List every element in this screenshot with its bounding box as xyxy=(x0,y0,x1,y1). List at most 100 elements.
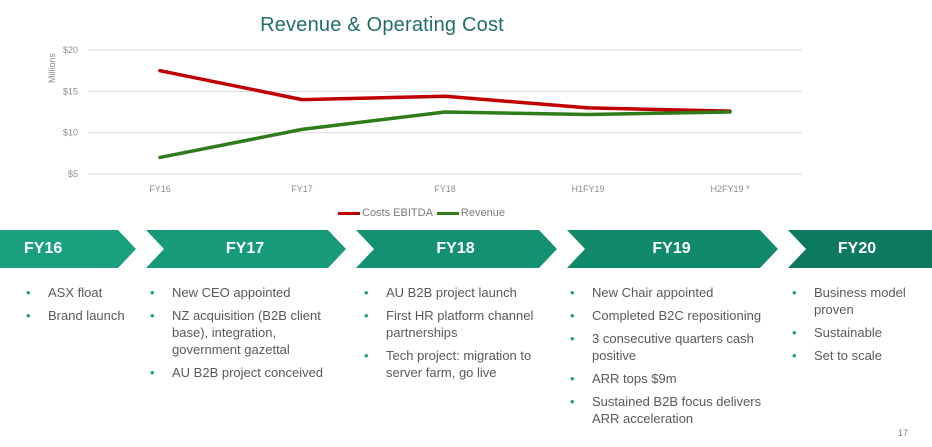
legend-swatch-costs xyxy=(338,211,360,215)
chevron-label-fy19: FY19 xyxy=(652,240,691,257)
chevron-shape xyxy=(0,230,136,268)
list-item: • NZ acquisition (B2B client base), integ… xyxy=(150,307,340,358)
list-item-text: Completed B2C repositioning xyxy=(592,308,762,323)
x-tick-label: H2FY19 * xyxy=(710,184,750,194)
chevron-shape xyxy=(567,230,778,268)
data-point-costs xyxy=(158,69,162,72)
bullet-icon: • xyxy=(364,348,369,363)
chevron-label-fy17: FY17 xyxy=(225,240,265,257)
bullet-icon: • xyxy=(26,285,31,300)
x-tick-label: FY17 xyxy=(291,184,313,194)
bullet-icon: • xyxy=(570,285,575,300)
chevron-fy19 xyxy=(567,230,778,268)
legend-label-revenue: Revenue xyxy=(460,207,505,219)
list-item-text: Sustainable xyxy=(814,325,882,340)
legend-item-costs: Costs EBITDA xyxy=(338,207,433,219)
list-item: • ARR tops $9m xyxy=(570,370,775,387)
page-number: 17 xyxy=(897,428,908,438)
y-tick-label: $20 xyxy=(63,45,78,55)
series-line-revenue xyxy=(158,110,732,160)
bullet-icon: • xyxy=(792,285,797,300)
list-item-text: NZ acquisition (B2B client base), integr… xyxy=(172,308,321,357)
list-item-text: First HR platform channel partnerships xyxy=(386,308,534,340)
list-item: • Brand launch xyxy=(26,307,136,324)
bullet-list: • AU B2B project launch • First HR platform… xyxy=(364,284,554,381)
list-item-text: ARR tops $9m xyxy=(592,371,677,386)
bullet-list: • ASX float • Brand launch xyxy=(26,284,136,324)
list-item: • Sustained B2B focus delivers ARR accele… xyxy=(570,393,775,427)
data-point-revenue xyxy=(728,110,732,114)
column-fy19: • New Chair appointed • Completed B2C repos… xyxy=(570,284,775,433)
bullet-icon: • xyxy=(570,308,575,323)
y-axis-label: Millions xyxy=(47,53,57,84)
chevron-label-fy16: FY16 xyxy=(24,240,63,257)
list-item-text: Brand launch xyxy=(48,308,125,323)
bullet-icon: • xyxy=(792,348,797,363)
data-point-revenue xyxy=(158,156,162,159)
chevron-fy18 xyxy=(356,230,557,268)
bullet-icon: • xyxy=(570,371,575,386)
chevron-fy16 xyxy=(0,230,136,268)
list-item-text: 3 consecutive quarters cash positive xyxy=(592,331,754,363)
bullet-list: • Business model proven • Sustainable • Set t… xyxy=(792,284,922,364)
y-tick-label: $5 xyxy=(68,169,78,179)
list-item: • Completed B2C repositioning xyxy=(570,307,775,324)
list-item: • ASX float xyxy=(26,284,136,301)
legend-item-revenue: Revenue xyxy=(436,207,505,219)
list-item-text: Tech project: migration to server farm, … xyxy=(386,348,532,380)
chevron-fy17 xyxy=(146,230,346,268)
list-item: • Sustainable xyxy=(792,324,922,341)
chart-legend: Costs EBITDA Revenue xyxy=(338,207,509,219)
data-point-revenue xyxy=(300,128,304,131)
data-point-costs xyxy=(300,98,304,101)
list-item: • New CEO appointed xyxy=(150,284,340,301)
bullet-icon: • xyxy=(150,285,155,300)
data-point-revenue xyxy=(586,113,590,116)
list-item: • First HR platform channel partnerships xyxy=(364,307,554,341)
data-point-costs xyxy=(443,95,447,98)
x-tick-label: FY18 xyxy=(434,184,456,194)
list-item-text: New CEO appointed xyxy=(172,285,291,300)
list-item-text: AU B2B project conceived xyxy=(172,365,324,380)
chevron-label-fy18: FY18 xyxy=(436,240,475,257)
chevron-shape xyxy=(356,230,557,268)
bullet-icon: • xyxy=(364,285,369,300)
list-item: • Tech project: migration to server farm,… xyxy=(364,347,554,381)
chevron-shape xyxy=(146,230,346,268)
bullet-icon: • xyxy=(570,331,575,346)
list-item-text: AU B2B project launch xyxy=(386,285,517,300)
data-point-costs xyxy=(586,106,590,110)
bullet-icon: • xyxy=(26,308,31,323)
y-tick-label: $15 xyxy=(63,86,78,96)
bullet-icon: • xyxy=(570,394,575,409)
column-fy16: • ASX float • Brand launch xyxy=(26,284,136,330)
revenue-cost-line-chart: $5 $10 $15 $20 Millions FY16 FY17 FY18 H1FY19 H2F… xyxy=(47,45,802,194)
chevron-fy20 xyxy=(788,230,932,268)
list-item: • AU B2B project conceived xyxy=(150,364,340,381)
list-item: • 3 consecutive quarters cash positive xyxy=(570,330,775,364)
list-item: • New Chair appointed xyxy=(570,284,775,301)
chevron-label-fy20: FY20 xyxy=(837,240,877,257)
list-item: • Business model proven xyxy=(792,284,922,318)
x-tick-label: FY16 xyxy=(149,184,171,194)
data-point-revenue xyxy=(443,110,447,114)
column-fy18: • AU B2B project launch • First HR platform… xyxy=(364,284,554,387)
bullet-list: • New CEO appointed • NZ acquisition (B2B c… xyxy=(150,284,340,381)
column-fy20: • Business model proven • Sustainable • Set t… xyxy=(792,284,922,370)
bullet-icon: • xyxy=(364,308,369,323)
list-item-text: New Chair appointed xyxy=(592,285,714,300)
timeline-chevrons: FY16 FY17 FY18 FY19 FY20 xyxy=(0,230,932,268)
bullet-icon: • xyxy=(150,365,155,380)
list-item: • AU B2B project launch xyxy=(364,284,554,301)
list-item-text: Set to scale xyxy=(814,348,882,363)
list-item-text: Business model proven xyxy=(814,285,906,317)
legend-swatch-revenue xyxy=(436,211,459,215)
bullet-list: • New Chair appointed • Completed B2C repos… xyxy=(570,284,775,427)
legend-label-costs: Costs EBITDA xyxy=(362,207,433,219)
list-item-text: ASX float xyxy=(48,285,103,300)
bullet-icon: • xyxy=(150,308,155,323)
bullet-icon: • xyxy=(792,325,797,340)
x-tick-label: H1FY19 xyxy=(571,184,604,194)
list-item-text: Sustained B2B focus delivers ARR acceler… xyxy=(592,394,762,426)
list-item: • Set to scale xyxy=(792,347,922,364)
